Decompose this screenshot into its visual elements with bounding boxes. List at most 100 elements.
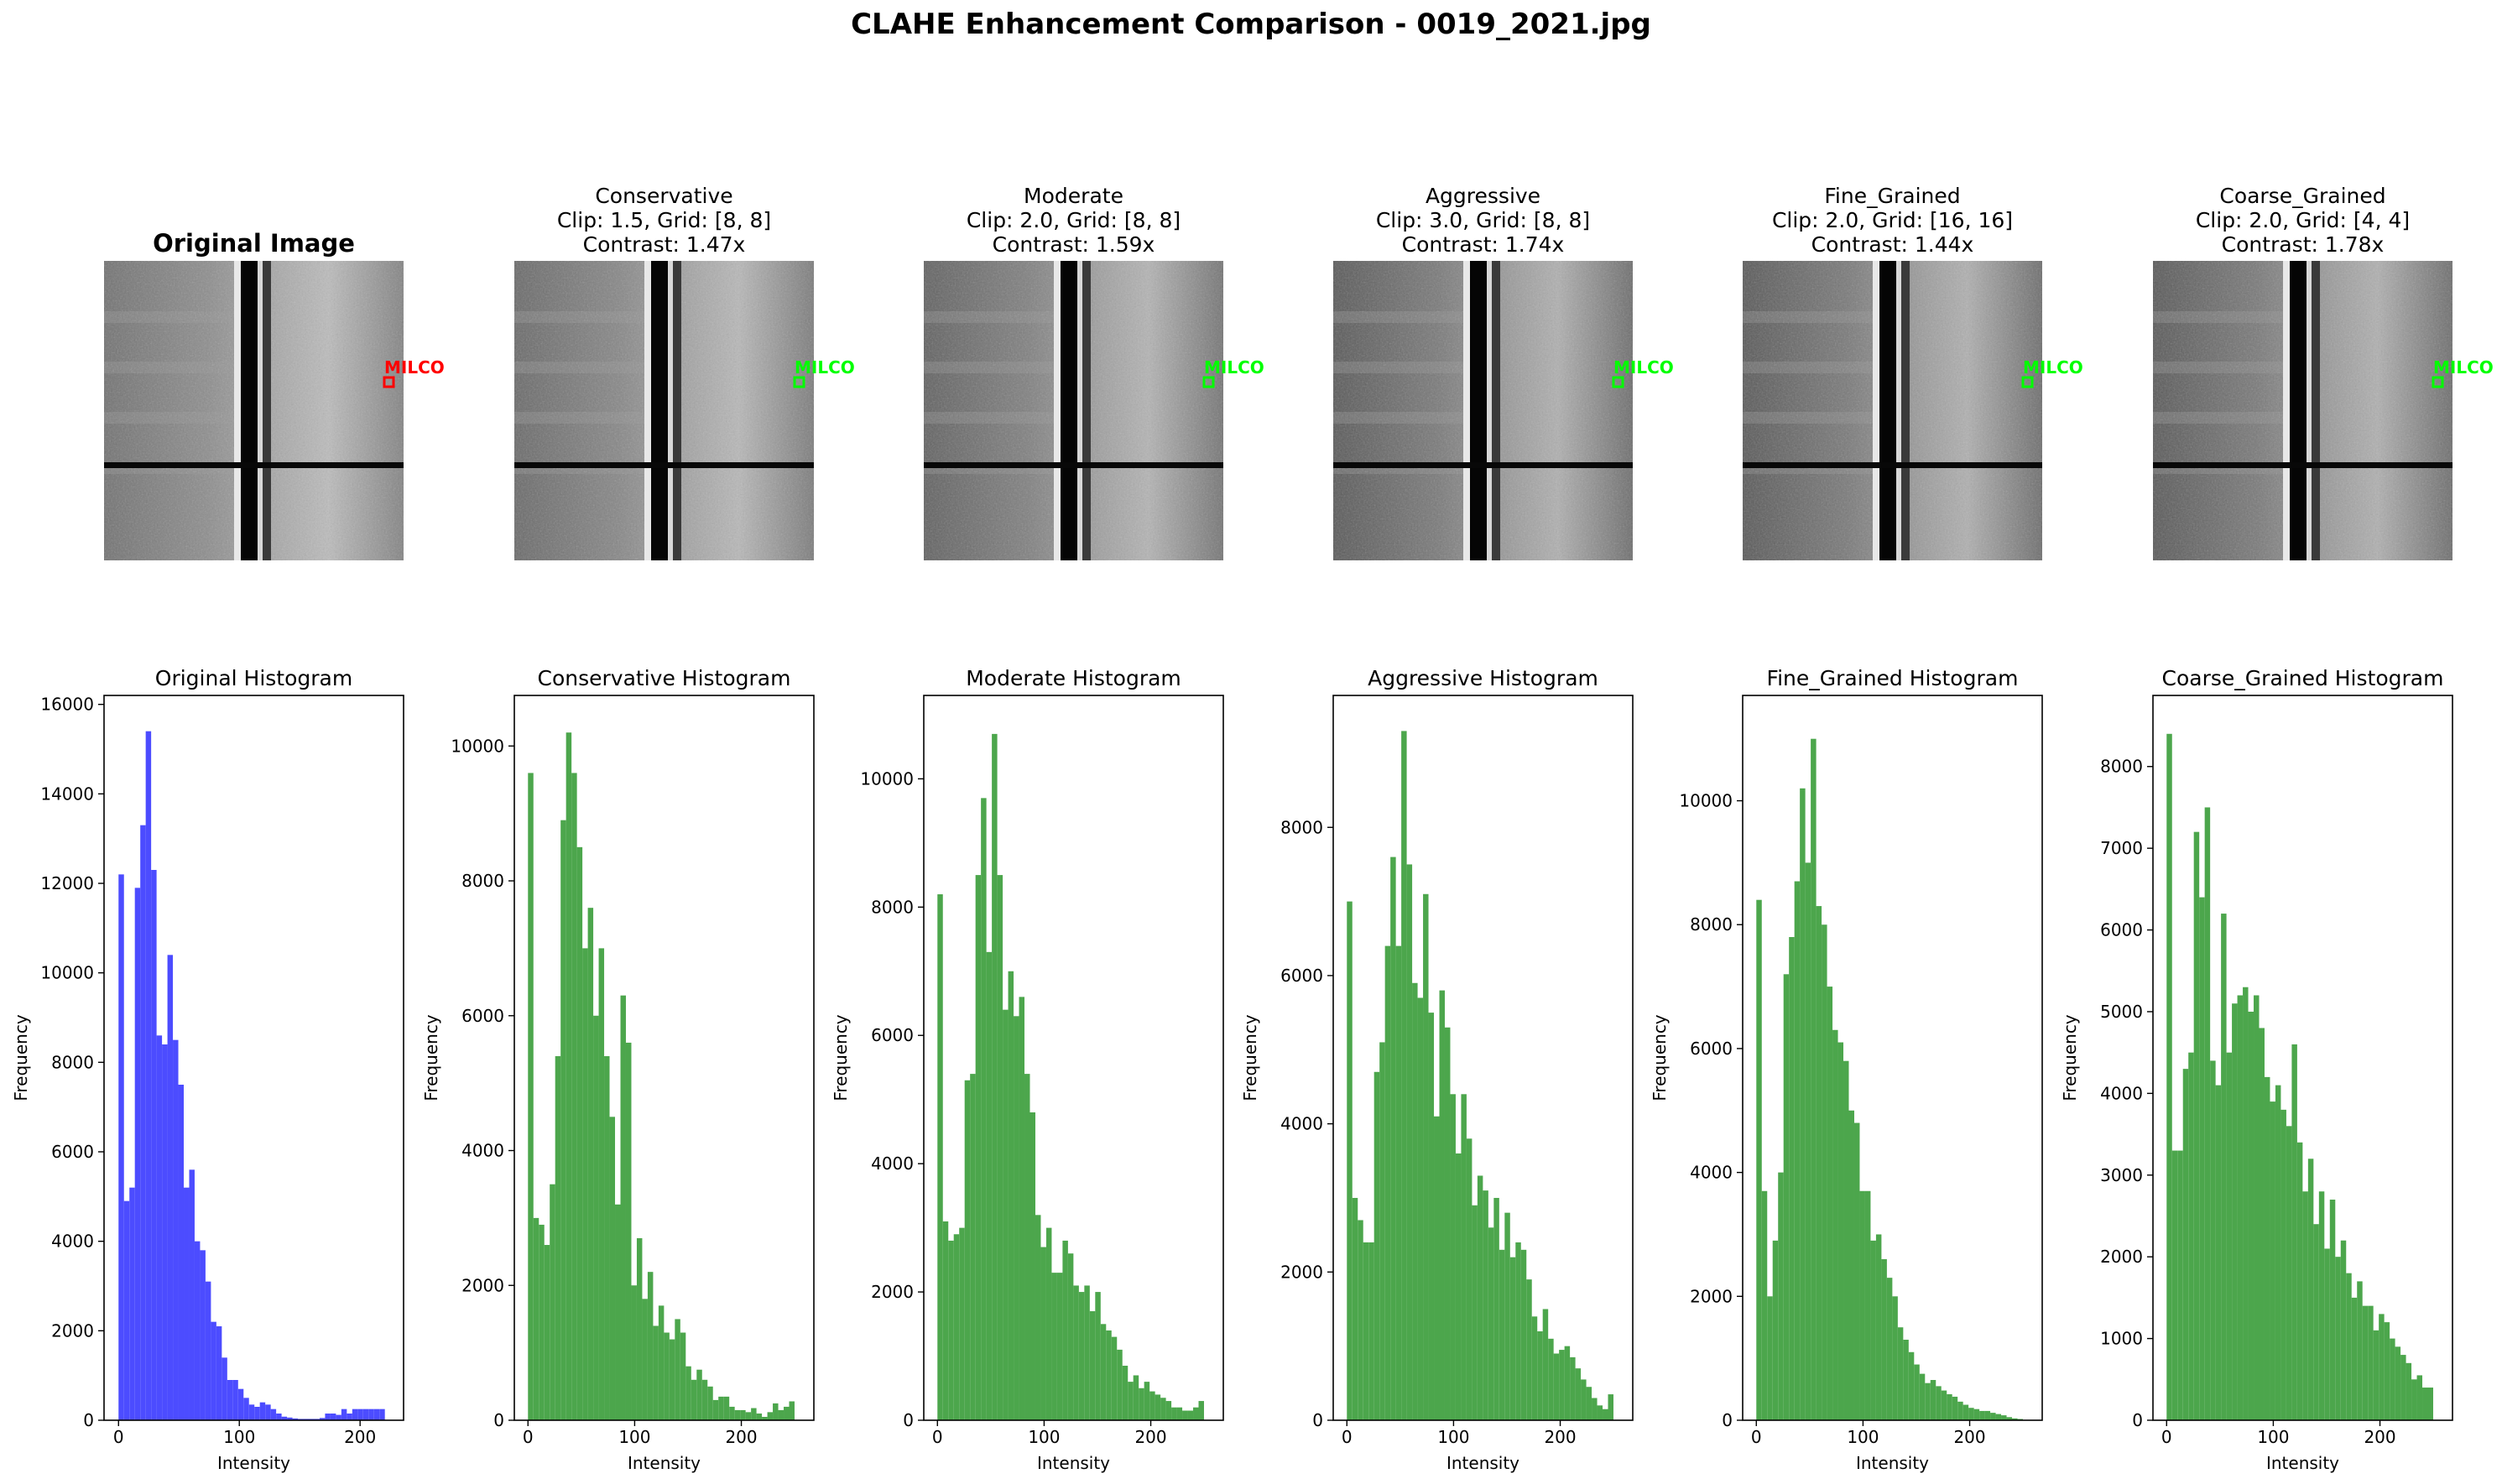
histogram-bar (1805, 862, 1811, 1420)
histogram-bar (1423, 893, 1429, 1420)
y-tick-label: 4000 (871, 1153, 914, 1174)
x-axis-label: Intensity (628, 1453, 701, 1473)
histogram-bar (1149, 1391, 1155, 1420)
histogram-bar (1073, 1285, 1079, 1420)
histogram-bar (2243, 987, 2249, 1420)
histogram-bar (2357, 1281, 2363, 1420)
histogram-bar (1155, 1394, 1161, 1420)
histogram-title: Conservative Histogram (538, 666, 791, 690)
histogram-bar (1439, 990, 1445, 1420)
histogram-bar (756, 1413, 763, 1420)
histogram-bar (2368, 1305, 2374, 1420)
y-tick-label: 6000 (1280, 966, 1323, 986)
histogram-bar (2221, 914, 2227, 1420)
y-tick-label: 6000 (51, 1142, 94, 1162)
histogram-bar (571, 773, 577, 1420)
histogram-bar (550, 1184, 555, 1420)
histogram-bar (981, 798, 987, 1420)
histogram-bar (319, 1418, 326, 1420)
histogram-bar (118, 874, 124, 1420)
histogram-bar (948, 1240, 954, 1420)
x-tick-label: 100 (223, 1427, 255, 1447)
histogram-bar (937, 894, 943, 1420)
y-tick-label: 0 (493, 1410, 504, 1430)
x-tick-label: 0 (932, 1427, 943, 1447)
histogram-bar (265, 1404, 271, 1420)
histogram-bar (298, 1419, 304, 1420)
y-tick-label: 8000 (2100, 757, 2143, 777)
y-tick-label: 6000 (1690, 1039, 1733, 1059)
y-tick-label: 8000 (1690, 914, 1733, 935)
histogram-bar (330, 1414, 336, 1420)
histogram-bar (1078, 1292, 1085, 1420)
x-tick-label: 200 (2364, 1427, 2395, 1447)
histogram-bar (205, 1281, 211, 1420)
histogram-bar (953, 1234, 960, 1420)
histogram-bar (341, 1408, 347, 1420)
histogram-bar (189, 1169, 195, 1420)
histogram-title: Moderate Histogram (966, 666, 1181, 690)
y-axis-label: Frequency (421, 1014, 441, 1101)
histogram-bar (1347, 901, 1353, 1420)
histogram-bar (1198, 1401, 1204, 1420)
image-title-line: Coarse_Grained (2219, 184, 2385, 208)
histogram-bar (566, 732, 572, 1420)
histogram-bar (1586, 1387, 1592, 1420)
histogram-bar (1947, 1393, 1952, 1420)
image-panel: Original Image MILCO (104, 229, 445, 560)
histogram-bar (1537, 1330, 1543, 1420)
histogram-bar (1925, 1382, 1931, 1420)
histogram-bar (1903, 1340, 1909, 1420)
histogram-bar (2411, 1379, 2417, 1420)
y-tick-label: 10000 (451, 736, 504, 756)
histogram-title: Aggressive Histogram (1368, 666, 1598, 690)
histogram-bar (1160, 1398, 1166, 1420)
detection-label: MILCO (795, 357, 855, 378)
histogram-bar (1363, 1242, 1369, 1420)
histogram-bar (347, 1414, 352, 1420)
histogram-bar (1051, 1273, 1057, 1420)
histogram-bar (1515, 1242, 1521, 1420)
x-tick-label: 100 (1437, 1427, 1469, 1447)
histogram-bar (2226, 1052, 2233, 1420)
histogram-bar (1368, 1242, 1374, 1420)
histogram-bar (1995, 1414, 2002, 1420)
histogram-bar (1520, 1249, 1527, 1420)
axes-frame (103, 695, 404, 1421)
y-tick-label: 1000 (2100, 1329, 2143, 1349)
histogram-bar (140, 825, 146, 1420)
axes-frame (923, 695, 1224, 1421)
image-title-line: Contrast: 1.47x (583, 232, 746, 257)
y-tick-label: 0 (2132, 1410, 2143, 1430)
x-tick-label: 100 (1028, 1427, 1060, 1447)
histogram-bar (533, 1217, 539, 1420)
histogram-bar (1111, 1336, 1118, 1420)
x-tick-label: 0 (113, 1427, 124, 1447)
histogram-bar (620, 995, 626, 1420)
histogram-bar (276, 1414, 282, 1420)
histogram-bar (1800, 788, 1806, 1420)
detection-label: MILCO (1204, 357, 1264, 378)
histogram-title: Original Histogram (155, 666, 352, 690)
histogram-bar (1542, 1309, 1549, 1420)
histogram-bar (2422, 1388, 2428, 1420)
histogram-bar (1914, 1364, 1920, 1420)
histogram-bar (1843, 1060, 1849, 1420)
histogram-bar (631, 1285, 637, 1420)
histogram-bar (1067, 1253, 1074, 1420)
image-title-line: Contrast: 1.74x (1402, 232, 1565, 257)
histogram-bar (767, 1412, 774, 1420)
histogram-bar (2379, 1314, 2385, 1420)
y-tick-label: 7000 (2100, 838, 2143, 858)
histogram-bar (259, 1402, 266, 1420)
histogram-bar (2254, 995, 2260, 1420)
histogram-bar (2237, 995, 2244, 1420)
x-axis-label: Intensity (1856, 1453, 1929, 1473)
histogram-bar (1504, 1212, 1510, 1420)
histogram-bar (1450, 1094, 1456, 1420)
histogram-bar (1783, 974, 1790, 1420)
histogram-bar (1827, 987, 1833, 1420)
